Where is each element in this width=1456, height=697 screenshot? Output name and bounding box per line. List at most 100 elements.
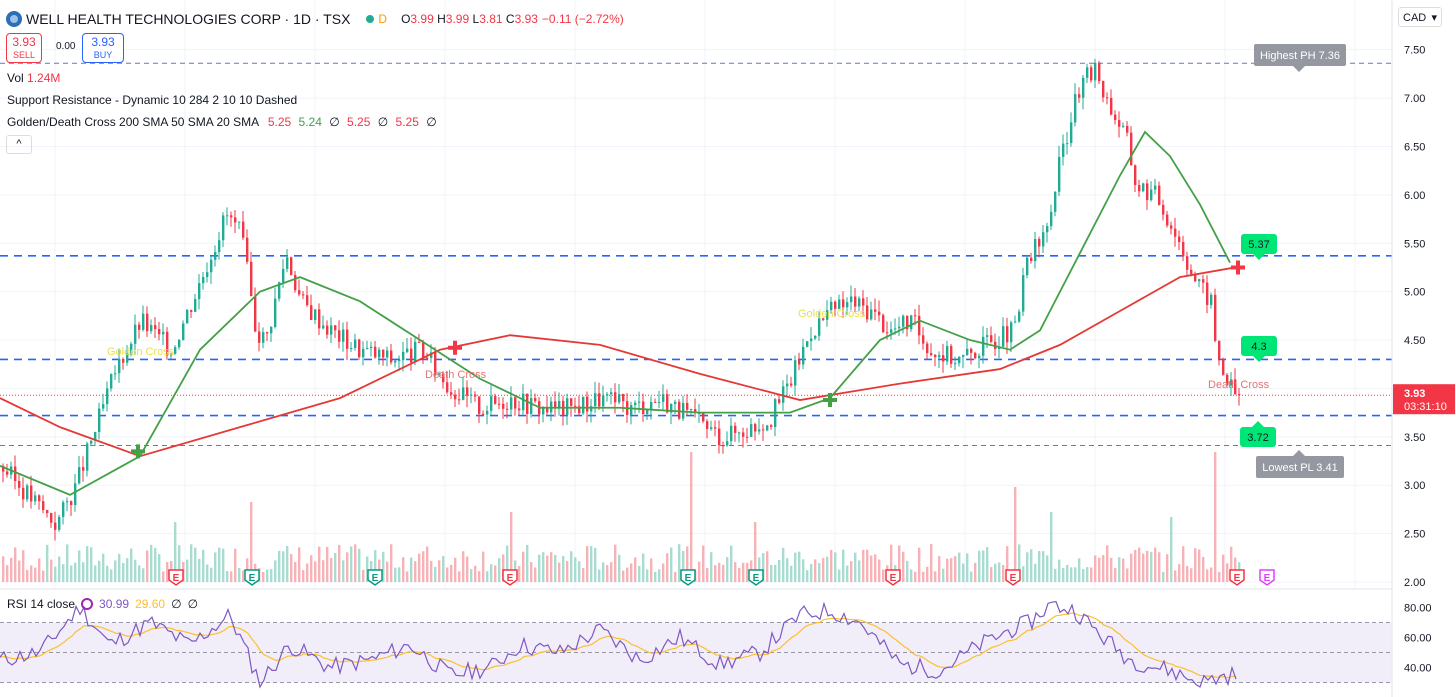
volume-bar [814,559,817,582]
volume-bar [434,567,437,582]
volume-bar [262,571,265,582]
candle-body [934,354,937,358]
candle-body [1202,279,1205,283]
candle-body [530,398,533,414]
candle-body [286,257,289,269]
symbol-title[interactable]: WELL HEALTH TECHNOLOGIES CORP · 1D · TSX [26,11,351,27]
candle-body [990,335,993,342]
candle-body [162,331,165,335]
volume-bar [1174,570,1177,582]
volume-bar [314,561,317,582]
volume-bar [22,550,25,582]
price-axis[interactable]: 2.002.503.003.504.004.505.005.506.006.50… [1391,0,1456,697]
candle-body [690,409,693,411]
volume-bar [274,560,277,582]
volume-bar [350,546,353,582]
candle-body [766,425,769,431]
candle-body [574,405,577,407]
candle-body [126,353,129,363]
candle-body [802,346,805,365]
volume-bar [810,564,813,582]
currency-selector[interactable]: CAD ▾ [1398,7,1442,27]
candle-body [122,358,125,363]
candle-body [918,315,921,336]
candle-body [870,309,873,320]
candle-body [902,315,905,327]
volume-bar [614,544,617,582]
candle-body [1050,211,1053,227]
volume-bar [582,568,585,582]
candle-body [322,325,325,329]
candle-body [462,387,465,400]
volume-bar [610,562,613,582]
candle-body [146,313,149,332]
candle-body [1110,97,1113,115]
volume-bar [2,556,5,582]
candle-body [202,277,205,284]
candle-body [1222,358,1225,375]
rsi-indicator-label[interactable]: RSI 14 close 30.99 29.60 ∅ ∅ [7,597,199,611]
volume-bar [1122,558,1125,582]
volume-bar [874,554,877,582]
volume-bar [418,553,421,582]
volume-indicator-label[interactable]: Vol 1.24M [7,71,61,85]
candle-body [1214,294,1217,341]
volume-bar [142,568,145,582]
candle-body [206,272,209,278]
candle-body [378,349,381,358]
volume-bar [818,563,821,582]
support-resistance-indicator-label[interactable]: Support Resistance - Dynamic 10 284 2 10… [7,93,298,107]
volume-bar [806,570,809,582]
volume-bar [1210,567,1213,582]
candle-body [170,353,173,356]
volume-bar [1130,553,1133,582]
candle-body [426,357,429,359]
golden-death-cross-indicator-label[interactable]: Golden/Death Cross 200 SMA 50 SMA 20 SMA… [7,115,437,129]
volume-bar [926,566,929,582]
volume-bar [770,564,773,582]
earnings-letter: E [753,573,760,584]
rsi-settings-icon[interactable] [81,598,94,610]
candle-body [718,428,721,446]
volume-bar [1070,567,1073,582]
candle-body [742,432,745,437]
volume-bar [914,571,917,582]
interval-badge[interactable]: D [378,12,388,26]
chevron-up-icon[interactable]: ^ [6,135,32,154]
last-price-label: 3.93 [1404,388,1425,400]
volume-bar [46,544,49,582]
candle-body [130,343,133,354]
candle-body [526,393,529,414]
candle-body [174,347,177,354]
candle-body [1154,185,1157,190]
volume-bar [162,571,165,582]
volume-bar [1158,552,1161,582]
candle-body [466,387,469,396]
volume-bar [354,544,357,582]
candle-body [406,348,409,352]
volume-bar [1186,566,1189,582]
volume-bar [1226,563,1229,582]
candle-body [154,325,157,330]
candle-body [342,329,345,342]
candle-body [294,274,297,291]
rsi-pane[interactable]: 40.00 60.00 80.00 [0,600,1432,689]
candle-body [150,325,153,332]
buy-button[interactable]: 3.93 BUY [82,33,124,63]
sell-button[interactable]: 3.93 SELL [6,33,42,63]
volume-bar [626,567,629,582]
candle-body [98,408,101,433]
volume-bar [618,554,621,582]
moving-averages [0,130,1236,496]
volume-bar [130,548,133,582]
candle-body [230,215,233,218]
symbol-header: WELL HEALTH TECHNOLOGIES CORP · 1D · TSX… [6,9,624,29]
candle-body [1010,322,1013,343]
volume-bar [854,552,857,582]
candle-body [974,352,977,359]
volume-bar [918,547,921,582]
volume-bar [438,560,441,582]
candle-body [250,261,253,297]
volume-bar [1146,550,1149,582]
